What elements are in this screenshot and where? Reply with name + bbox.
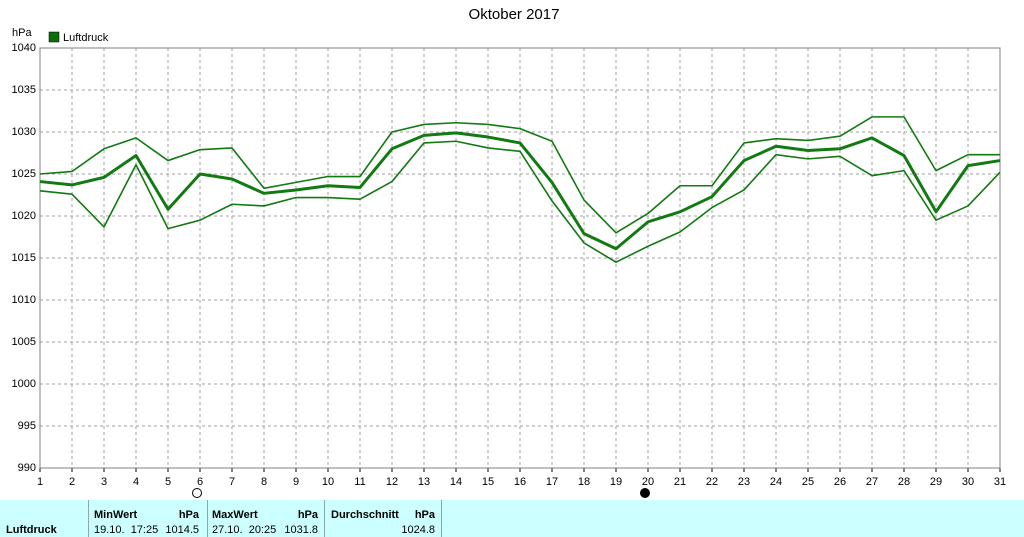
col-value: 1031.8 — [284, 524, 318, 536]
col-unit: hPa — [414, 509, 435, 521]
x-tick-label: 22 — [706, 476, 718, 488]
x-tick-label: 27 — [866, 476, 878, 488]
col-label: Durchschnitt — [331, 509, 399, 521]
row-label: Luftdruck — [6, 524, 57, 536]
x-tick-label: 14 — [450, 476, 462, 488]
moon-icon — [640, 488, 650, 498]
y-axis-label: hPa — [12, 27, 32, 39]
avg-cell: Durchschnitt hPa 1024.8 — [325, 500, 442, 537]
y-tick-label: 1005 — [12, 336, 36, 348]
x-tick-label: 5 — [165, 476, 171, 488]
col-unit: hPa — [297, 509, 318, 521]
x-tick-label: 19 — [610, 476, 622, 488]
x-tick-label: 12 — [386, 476, 398, 488]
x-tick-label: 7 — [229, 476, 235, 488]
x-tick-label: 16 — [514, 476, 526, 488]
moon-icon — [192, 488, 202, 498]
chart-title: Oktober 2017 — [469, 6, 560, 23]
legend-swatch — [48, 31, 60, 43]
x-tick-label: 29 — [930, 476, 942, 488]
y-tick-label: 990 — [18, 462, 36, 474]
y-tick-label: 1010 — [12, 294, 36, 306]
col-value: 1014.5 — [165, 524, 199, 536]
y-tick-label: 1040 — [12, 42, 36, 54]
series-line — [39, 131, 1001, 251]
x-tick-label: 18 — [578, 476, 590, 488]
col-unit: hPa — [178, 509, 199, 521]
x-tick-label: 10 — [322, 476, 334, 488]
col-label: MaxWert — [212, 509, 258, 521]
x-tick-label: 3 — [101, 476, 107, 488]
x-tick-label: 21 — [674, 476, 686, 488]
min-cell: MinWert hPa 19.10. 17:25 1014.5 — [89, 500, 208, 537]
x-tick-label: 17 — [546, 476, 558, 488]
x-tick-label: 13 — [418, 476, 430, 488]
series-line — [39, 140, 1001, 263]
x-tick-label: 1 — [37, 476, 43, 488]
y-tick-label: 1015 — [12, 252, 36, 264]
max-cell: MaxWert hPa 27.10. 20:25 1031.8 — [208, 500, 325, 537]
legend-label: Luftdruck — [63, 32, 109, 44]
chart: Oktober 2017 hPa Luftdruck 990 995 1000 100… — [12, 6, 1006, 498]
y-tick-label: 1035 — [12, 84, 36, 96]
summary-table: Luftdruck MinWert hPa 19.10. 17:25 1014.… — [0, 500, 1024, 537]
y-tick-label: 1025 — [12, 168, 36, 180]
y-tick-label: 1030 — [12, 126, 36, 138]
x-tick-label: 31 — [994, 476, 1006, 488]
plot-frame — [39, 47, 1001, 469]
y-tick-label: 1000 — [12, 378, 36, 390]
x-tick-label: 26 — [834, 476, 846, 488]
x-tick-label: 2 — [69, 476, 75, 488]
x-tick-label: 20 — [642, 476, 654, 488]
x-tick-label: 4 — [133, 476, 139, 488]
col-time: 27.10. 20:25 — [212, 524, 277, 536]
col-time: 19.10. 17:25 — [94, 524, 159, 536]
x-tick-label: 15 — [482, 476, 494, 488]
col-label: MinWert — [94, 509, 138, 521]
y-tick-label: 995 — [18, 420, 36, 432]
col-value: 1024.8 — [401, 524, 435, 536]
x-tick-label: 24 — [770, 476, 782, 488]
x-tick-label: 23 — [738, 476, 750, 488]
row-label-cell: Luftdruck — [0, 500, 89, 537]
x-tick-label: 11 — [354, 476, 365, 488]
x-tick-label: 25 — [802, 476, 814, 488]
x-tick-label: 8 — [261, 476, 267, 488]
x-tick-label: 6 — [197, 476, 203, 488]
x-tick-label: 30 — [962, 476, 974, 488]
x-tick-label: 28 — [898, 476, 910, 488]
series-line — [39, 116, 1000, 234]
y-tick-label: 1020 — [12, 210, 36, 222]
x-tick-label: 9 — [293, 476, 299, 488]
